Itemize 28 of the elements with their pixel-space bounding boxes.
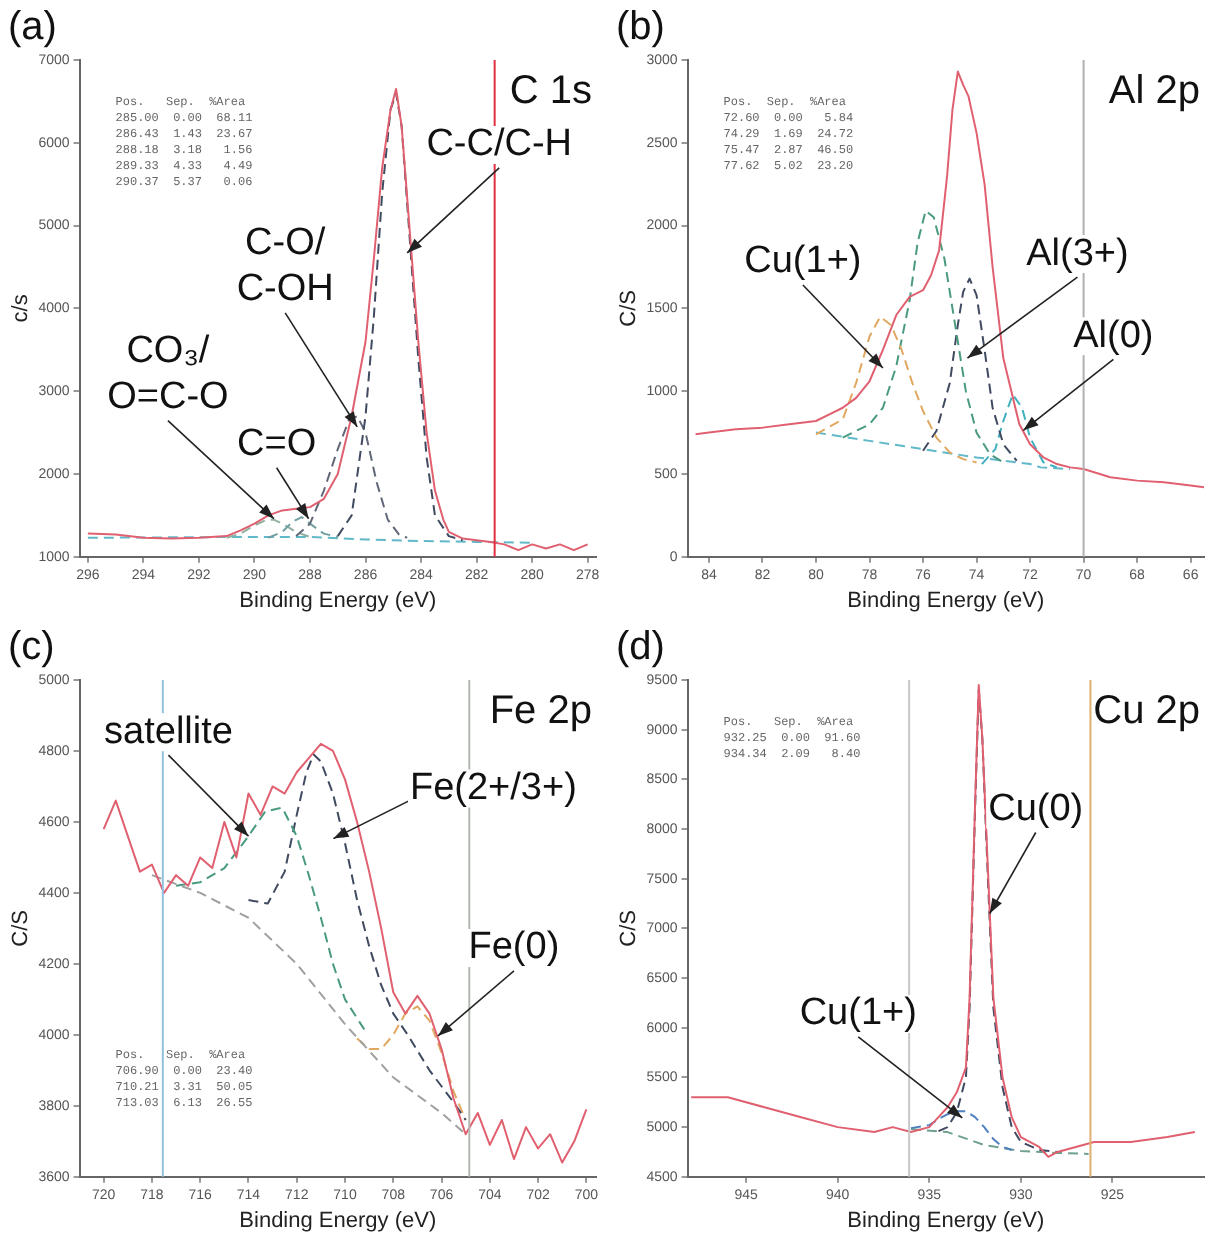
y-axis-title: C/S (617, 290, 642, 327)
annotation: Cu(1+) (744, 240, 862, 283)
annotation: C=O (237, 423, 317, 466)
y-axis-title: C/S (617, 910, 642, 947)
x-axis-title: Binding Energy (eV) (847, 588, 1045, 613)
annotation: C-O/ C-OH (236, 222, 334, 311)
chart-title: (b) (616, 5, 665, 50)
annotation: C-C/C-H (426, 123, 573, 166)
chart-title: (d) (616, 625, 665, 670)
chart-title: (a) (8, 5, 57, 50)
annotation: Cu 2p (1093, 689, 1200, 734)
y-axis-title: C/S (9, 910, 34, 947)
annotation: Fe(0) (468, 926, 560, 969)
annotation: Cu(1+) (799, 992, 917, 1035)
annotation: Fe(2+/3+) (409, 767, 577, 810)
x-axis-title: Binding Energy (eV) (239, 588, 437, 613)
annotation: CO₃/ O=C-O (107, 330, 229, 419)
annotation: Fe 2p (489, 689, 592, 734)
y-axis-title: c/s (9, 293, 34, 323)
chart-title: (c) (8, 625, 55, 670)
annotation: Al 2p (1108, 69, 1200, 114)
annotation: Al(0) (1073, 314, 1154, 357)
annotation: C 1s (509, 69, 592, 114)
annotation: Cu(0) (988, 787, 1084, 830)
annotation: Al(3+) (1026, 232, 1129, 275)
x-axis-title: Binding Energy (eV) (239, 1208, 437, 1233)
annotation: satellite (104, 710, 233, 753)
x-axis-title: Binding Energy (eV) (847, 1208, 1045, 1233)
